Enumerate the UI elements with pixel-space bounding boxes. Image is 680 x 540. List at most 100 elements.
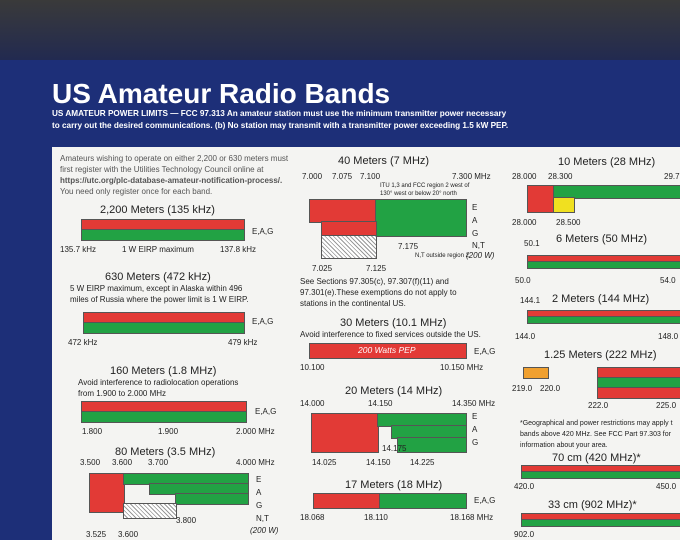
label: 50.1 — [524, 239, 540, 248]
bar-text: 200 Watts PEP — [358, 345, 416, 355]
band-title: 1.25 Meters (222 MHz) — [544, 349, 657, 361]
label: 7.075 — [332, 172, 353, 181]
label: 28.000 — [512, 172, 537, 181]
label: 7.000 — [302, 172, 323, 181]
band-segment — [597, 377, 680, 389]
band-title: 6 Meters (50 MHz) — [556, 233, 648, 245]
band-segment — [81, 229, 245, 241]
band-title: 30 Meters (10.1 MHz) — [340, 317, 447, 329]
label: 14.025 — [312, 458, 337, 467]
band-title: 630 Meters (472 kHz) — [105, 271, 211, 283]
label: 10.100 — [300, 363, 325, 372]
label: You need only register once for each ban… — [60, 187, 213, 196]
label: 219.0 — [512, 384, 533, 393]
band-title: 160 Meters (1.8 MHz) — [110, 365, 217, 377]
label: 3.600 — [118, 530, 139, 539]
note: Avoid interference to radiolocation oper… — [78, 378, 239, 387]
note: N,T outside region 2 — [415, 253, 469, 259]
band-segment — [521, 465, 680, 473]
mode-label: A — [472, 216, 478, 225]
band-segment — [527, 255, 680, 263]
note: information about your area. — [520, 442, 608, 449]
label: 14.350 MHz — [452, 399, 496, 408]
band-segment — [311, 413, 379, 453]
band-segment — [321, 235, 377, 259]
mode-label: E — [472, 203, 478, 212]
note: miles of Russia where the power limit is… — [70, 295, 249, 304]
label: 14.175 — [382, 444, 407, 453]
band-title: 2,200 Meters (135 kHz) — [100, 204, 215, 216]
label: 1.900 — [158, 427, 179, 436]
mode-label: (200 W) — [466, 251, 495, 260]
note: from 1.900 to 2.000 MHz — [78, 389, 167, 398]
label: https://utc.org/plc-database-amateur-not… — [60, 176, 283, 185]
label: 7.300 MHz — [452, 172, 491, 181]
band-segment — [521, 471, 680, 479]
note: bands above 420 MHz. See FCC Part 97.303… — [520, 431, 671, 438]
band-segment — [313, 493, 381, 509]
label: 450.0 — [656, 482, 677, 491]
band-segment — [81, 411, 247, 423]
band-title: 80 Meters (3.5 MHz) — [115, 446, 216, 458]
mode-label: A — [256, 488, 262, 497]
band-segment — [391, 425, 467, 439]
note: ITU 1,3 and FCC region 2 west of — [380, 183, 470, 189]
label: 1.800 — [82, 427, 103, 436]
band-segment — [89, 473, 125, 513]
band-title: 17 Meters (18 MHz) — [345, 479, 443, 491]
band-segment — [81, 219, 245, 231]
note: See Sections 97.305(c), 97.307(f)(11) an… — [300, 277, 449, 286]
band-segment — [83, 322, 245, 334]
band-title: 10 Meters (28 MHz) — [558, 156, 656, 168]
mode-label: G — [472, 229, 479, 238]
label: 3.600 — [112, 458, 133, 467]
band-segment — [375, 199, 467, 237]
mode-label: N,T — [472, 241, 485, 250]
label: 28.000 — [512, 218, 537, 227]
label: 148.0 — [658, 332, 679, 341]
band-segment — [553, 185, 680, 199]
label: 3.500 — [80, 458, 101, 467]
band-segment — [321, 221, 377, 237]
mode-label: E — [256, 475, 262, 484]
band-title: 70 cm (420 MHz)* — [552, 452, 641, 464]
mode-label: (200 W) — [250, 526, 279, 535]
band-segment — [553, 197, 575, 213]
label: 18.068 — [300, 513, 325, 522]
label: 1 W EIRP maximum — [122, 245, 194, 254]
label: 144.1 — [520, 296, 541, 305]
band-segment — [597, 367, 680, 379]
subtitle: to carry out the desired communications.… — [52, 121, 509, 130]
band-segment — [527, 310, 680, 318]
mode-label: N,T — [256, 514, 269, 523]
note: 130° west or below 20° north — [380, 191, 457, 197]
band-title: 40 Meters (7 MHz) — [338, 155, 430, 167]
band-segment — [397, 437, 467, 453]
mode-label: G — [256, 501, 263, 510]
label: 29.7 — [664, 172, 680, 181]
note: stations in the continental US. — [300, 299, 406, 308]
label: 14.000 — [300, 399, 325, 408]
label: 14.150 — [366, 458, 391, 467]
label: 7.025 — [312, 264, 333, 273]
band-segment — [83, 312, 245, 324]
note: 5 W EIRP maximum, except in Alaska withi… — [70, 284, 243, 293]
label: 10.150 MHz — [440, 363, 484, 372]
band-segment — [377, 413, 467, 427]
label: Amateurs wishing to operate on either 2,… — [60, 154, 289, 163]
subtitle: US AMATEUR POWER LIMITS — FCC 97.313 An … — [52, 109, 507, 118]
label: 14.225 — [410, 458, 435, 467]
band-segment — [597, 387, 680, 399]
note: Avoid interference to fixed services out… — [300, 330, 481, 339]
band-segment — [521, 513, 680, 521]
label: 135.7 kHz — [60, 245, 97, 254]
band-segment — [175, 493, 249, 505]
label: 225.0 — [656, 401, 677, 410]
note: 97.301(e).These exemptions do not apply … — [300, 288, 457, 297]
label: 18.168 MHz — [450, 513, 494, 522]
label: 14.150 — [368, 399, 393, 408]
mode-label: G — [472, 438, 479, 447]
mode-label: E,A,G — [252, 317, 274, 326]
note: *Geographical and power restrictions may… — [520, 420, 673, 427]
